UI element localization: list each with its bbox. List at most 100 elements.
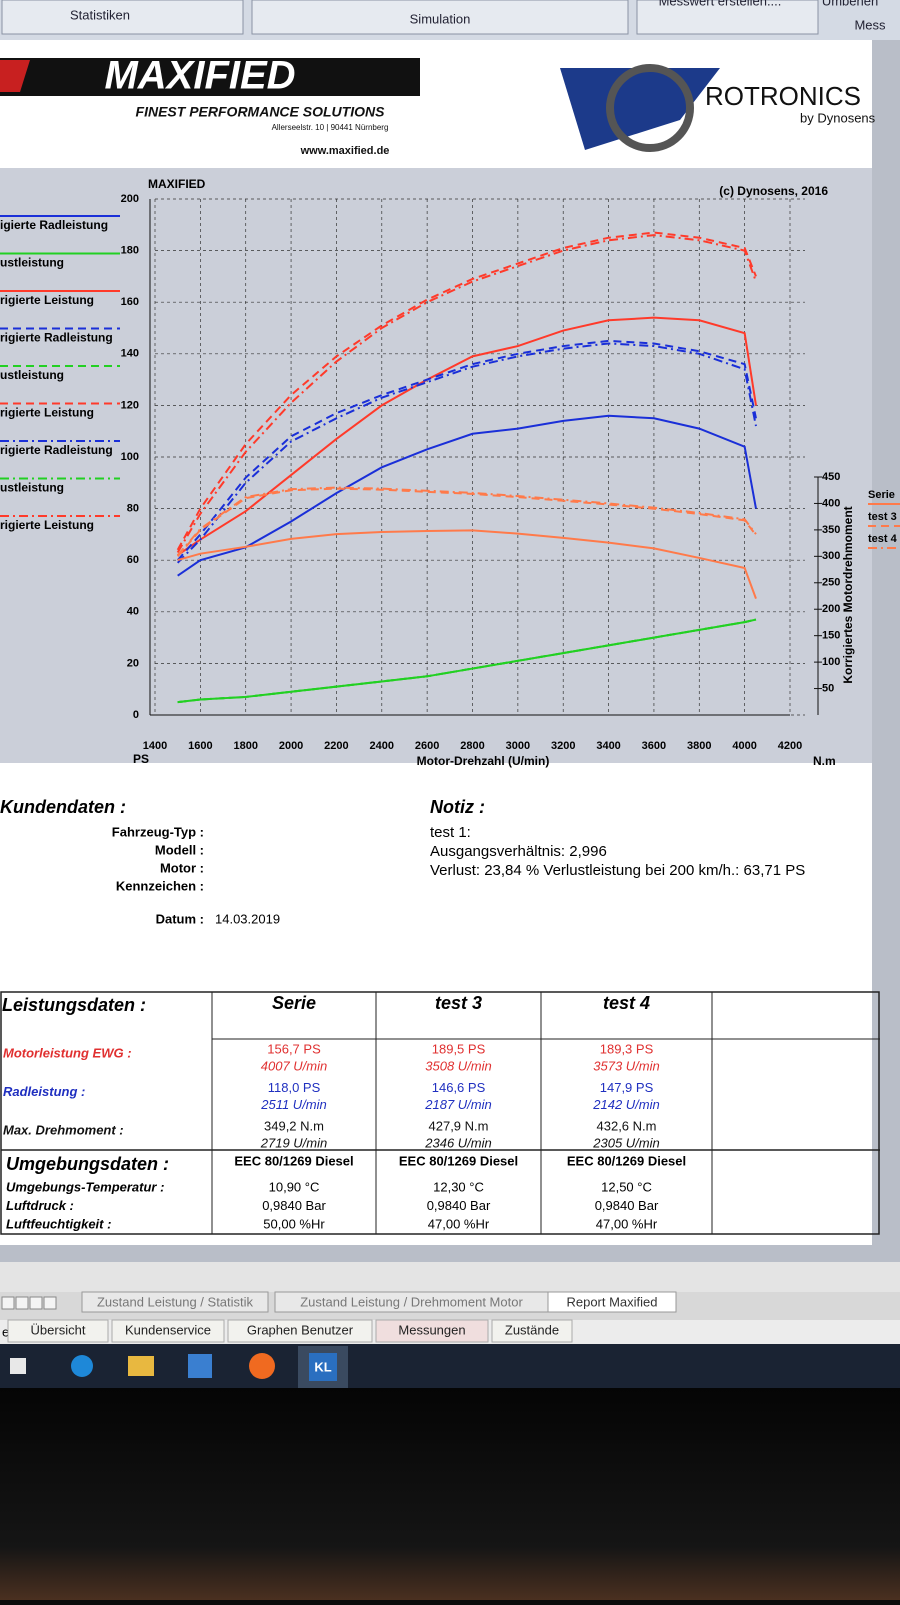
x-tick-label: 2000 (279, 740, 303, 752)
cell: 146,6 PS (432, 1080, 486, 1095)
kl-label[interactable]: KL (314, 1359, 331, 1374)
cell: 2305 U/min (592, 1135, 659, 1150)
y-tick-label: 120 (121, 399, 139, 411)
kl-icon[interactable] (309, 1353, 337, 1381)
x-tick-label: 2200 (324, 740, 348, 752)
cell: 10,90 °C (269, 1179, 320, 1194)
y2-tick-label: 350 (822, 524, 840, 536)
explorer-icon[interactable] (128, 1356, 154, 1376)
tab-nav[interactable] (1, 1296, 15, 1310)
firefox-icon[interactable] (249, 1353, 275, 1379)
column-header: Serie (272, 993, 316, 1013)
x-tick-label: 1400 (143, 740, 167, 752)
cell: 432,6 N.m (597, 1118, 657, 1133)
report-tab[interactable] (547, 1291, 677, 1313)
nav-button-label[interactable]: Zustände (505, 1322, 559, 1337)
nav-button[interactable] (111, 1319, 225, 1343)
cell: 156,7 PS (267, 1041, 321, 1056)
cell: 0,9840 Bar (595, 1198, 659, 1213)
cell: 189,3 PS (600, 1041, 654, 1056)
edge-icon[interactable] (71, 1355, 93, 1377)
nav-button[interactable] (375, 1319, 489, 1343)
nav-button[interactable] (227, 1319, 373, 1343)
y2-tick-label: 100 (822, 656, 840, 668)
x-tick-label: 3800 (687, 740, 711, 752)
address: Allerseelstr. 10 | 90441 Nürnberg (272, 123, 389, 132)
chart-title: MAXIFIED (148, 177, 206, 191)
x-tick-label: 2600 (415, 740, 439, 752)
partner-sub: by Dynosens (800, 110, 876, 125)
y-tick-label: 180 (121, 245, 139, 257)
nav-button-label[interactable]: Kundenservice (125, 1322, 211, 1337)
x-tick-label: 2400 (370, 740, 394, 752)
table-title: Leistungsdaten : (2, 995, 146, 1015)
series-line (176, 342, 757, 564)
top-tab[interactable] (251, 0, 629, 35)
legend-label: test 3 (868, 511, 897, 523)
top-tab-label[interactable]: Messwert erstellen.... (659, 0, 782, 8)
date: 14.03.2019 (215, 911, 280, 926)
note-line: Verlust: 23,84 % Verlustleistung bei 200… (430, 862, 805, 879)
x-tick-label: 3600 (642, 740, 666, 752)
report-tab-label[interactable]: Zustand Leistung / Drehmoment Motor (300, 1294, 523, 1309)
report-tab-label[interactable]: Report Maxified (566, 1294, 657, 1309)
legend-label: ustleistung (0, 368, 64, 382)
top-tab-label[interactable]: Umbenen (822, 0, 878, 8)
nav-button[interactable] (7, 1319, 109, 1343)
y-tick-label: 200 (121, 193, 139, 205)
cell: 2511 U/min (260, 1097, 327, 1112)
partner: ROTRONICS (705, 81, 861, 111)
nav-button-label[interactable]: Graphen Benutzer (247, 1322, 354, 1337)
start-icon[interactable] (10, 1358, 26, 1374)
x-tick-label: 3400 (596, 740, 620, 752)
column-header: test 3 (435, 993, 482, 1013)
note-title: Notiz : (430, 797, 485, 817)
cell: 0,9840 Bar (427, 1198, 491, 1213)
cell: 47,00 %Hr (596, 1216, 658, 1231)
y2-tick-label: 150 (822, 630, 840, 642)
slogan: FINEST PERFORMANCE SOLUTIONS (136, 104, 386, 120)
y-tick-label: 0 (133, 709, 139, 721)
top-tab[interactable] (1, 0, 244, 35)
monitor-bezel (0, 1388, 900, 1600)
partner-logo (560, 68, 720, 150)
tab-nav[interactable] (43, 1296, 57, 1310)
cell: 427,9 N.m (429, 1118, 489, 1133)
chart-subtitle: (c) Dynosens, 2016 (719, 184, 828, 198)
customer-field: Modell : (155, 842, 204, 857)
customer-field: Motor : (160, 860, 204, 875)
cell: 147,9 PS (600, 1080, 654, 1095)
top-tab-label[interactable]: Simulation (410, 11, 471, 26)
report-tab[interactable] (81, 1291, 269, 1313)
y-tick-label: 60 (127, 554, 139, 566)
tab-nav[interactable] (29, 1296, 43, 1310)
nav-button-label[interactable]: Übersicht (31, 1322, 86, 1337)
nav-button-label[interactable]: Messungen (398, 1322, 465, 1337)
top-tab[interactable] (636, 0, 819, 35)
x-tick-label: 1600 (188, 740, 212, 752)
column-header: EEC 80/1269 Diesel (567, 1153, 686, 1168)
y2-tick-label: 200 (822, 603, 840, 615)
series-line (177, 316, 757, 556)
tab-nav[interactable] (15, 1296, 29, 1310)
report-tab-label[interactable]: Zustand Leistung / Statistik (97, 1294, 254, 1309)
y-tick-label: 40 (127, 606, 139, 618)
top-tab-label[interactable]: Statistiken (70, 7, 130, 22)
row-label: Radleistung : (3, 1084, 85, 1099)
cell: 47,00 %Hr (428, 1216, 490, 1231)
customer-title: Kundendaten : (0, 797, 126, 817)
legend-label: ustleistung (0, 481, 64, 495)
top-tab-label[interactable]: Mess (854, 17, 886, 32)
series-line (177, 529, 757, 599)
row-label: Luftdruck : (6, 1198, 74, 1213)
nav-button[interactable] (491, 1319, 573, 1343)
cell: 3508 U/min (425, 1058, 491, 1073)
x-tick-label: 4200 (778, 740, 802, 752)
legend-label: rigierte Leistung (0, 293, 94, 307)
series-line (176, 487, 757, 557)
legend-label: ustleistung (0, 256, 64, 270)
store-icon[interactable] (188, 1354, 212, 1378)
y-tick-label: 100 (121, 451, 139, 463)
cell: 4007 U/min (261, 1058, 327, 1073)
